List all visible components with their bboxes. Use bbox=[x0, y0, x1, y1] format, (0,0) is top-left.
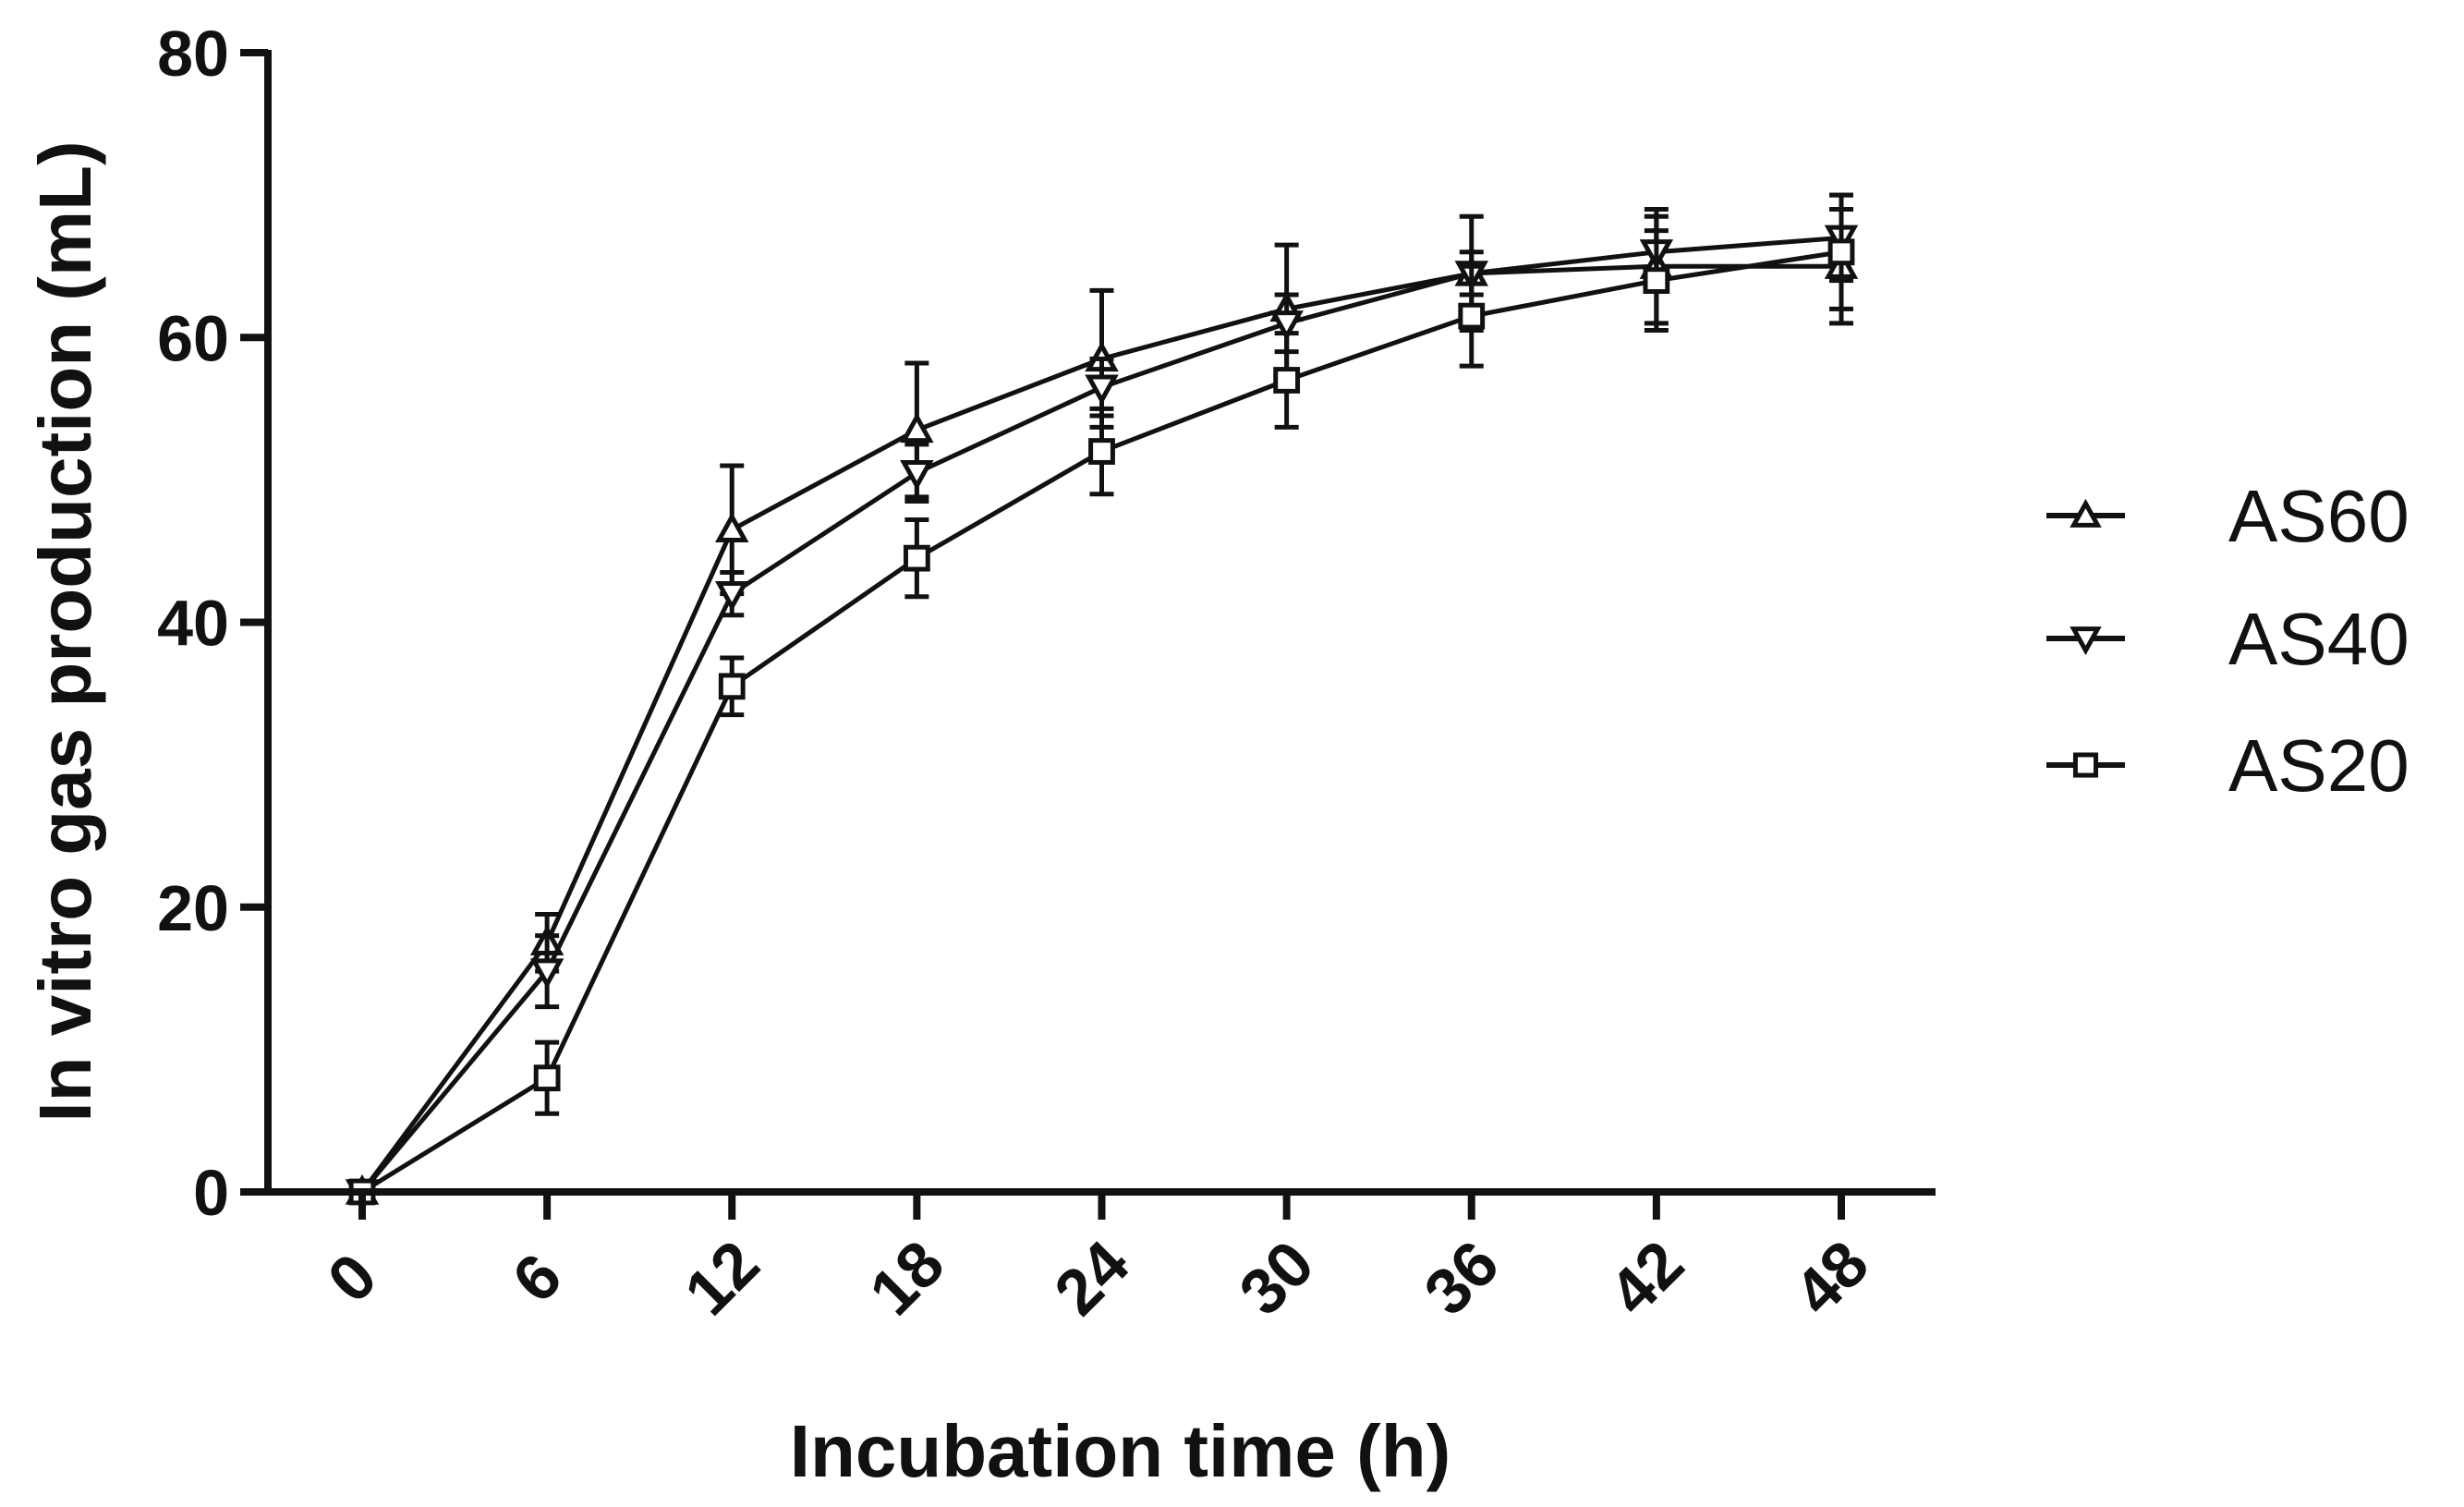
data-point bbox=[718, 673, 746, 700]
x-tick-label: 18 bbox=[856, 1227, 957, 1329]
data-point bbox=[1827, 238, 1855, 266]
data-point bbox=[1643, 267, 1670, 295]
series-AS20 bbox=[348, 192, 1855, 1206]
data-point bbox=[1269, 310, 1304, 341]
legend-marker bbox=[2070, 626, 2102, 656]
y-axis-title: In vitro gas production (mL) bbox=[24, 140, 106, 1122]
axes bbox=[240, 49, 1936, 1220]
legend-label: AS40 bbox=[2228, 598, 2409, 680]
x-tick-label: 30 bbox=[1226, 1227, 1328, 1329]
data-point bbox=[533, 1064, 561, 1092]
x-tick-label: 12 bbox=[671, 1227, 772, 1329]
data-point bbox=[529, 958, 564, 990]
y-tick-label: 60 bbox=[157, 302, 229, 374]
data-point bbox=[715, 580, 749, 612]
tick-labels: 0 20 40 60 80 0 6 12 18 24 30 36 42 48 bbox=[157, 18, 1882, 1329]
x-tick-label: 0 bbox=[314, 1240, 391, 1317]
y-tick-label: 20 bbox=[157, 872, 229, 944]
x-tick-label: 48 bbox=[1780, 1227, 1882, 1329]
x-tick-label: 6 bbox=[499, 1240, 576, 1317]
legend-item-AS20: AS20 bbox=[2046, 724, 2409, 807]
data-point bbox=[1088, 438, 1115, 465]
data-point bbox=[1458, 302, 1486, 330]
legend-item-AS60: AS60 bbox=[2046, 475, 2409, 557]
legend-marker bbox=[2072, 752, 2099, 778]
y-tick-label: 40 bbox=[157, 588, 229, 660]
data-point bbox=[1273, 367, 1301, 394]
x-axis-title: Incubation time (h) bbox=[790, 1410, 1451, 1492]
legend-item-AS40: AS40 bbox=[2046, 598, 2409, 680]
data-point bbox=[715, 512, 749, 543]
data-point bbox=[903, 544, 930, 572]
y-tick-label: 0 bbox=[193, 1157, 229, 1229]
y-tick-label: 80 bbox=[157, 18, 229, 90]
plot-series bbox=[345, 192, 1859, 1210]
data-point bbox=[900, 459, 934, 491]
data-point bbox=[900, 412, 934, 444]
legend: AS60 AS40 AS20 bbox=[2046, 475, 2409, 807]
data-point bbox=[1085, 374, 1119, 406]
x-tick-label: 42 bbox=[1596, 1227, 1697, 1329]
x-tick-label: 36 bbox=[1411, 1227, 1512, 1329]
legend-label: AS20 bbox=[2228, 724, 2409, 807]
legend-marker bbox=[2070, 498, 2102, 528]
x-tick-label: 24 bbox=[1040, 1227, 1142, 1329]
legend-label: AS60 bbox=[2228, 475, 2409, 557]
